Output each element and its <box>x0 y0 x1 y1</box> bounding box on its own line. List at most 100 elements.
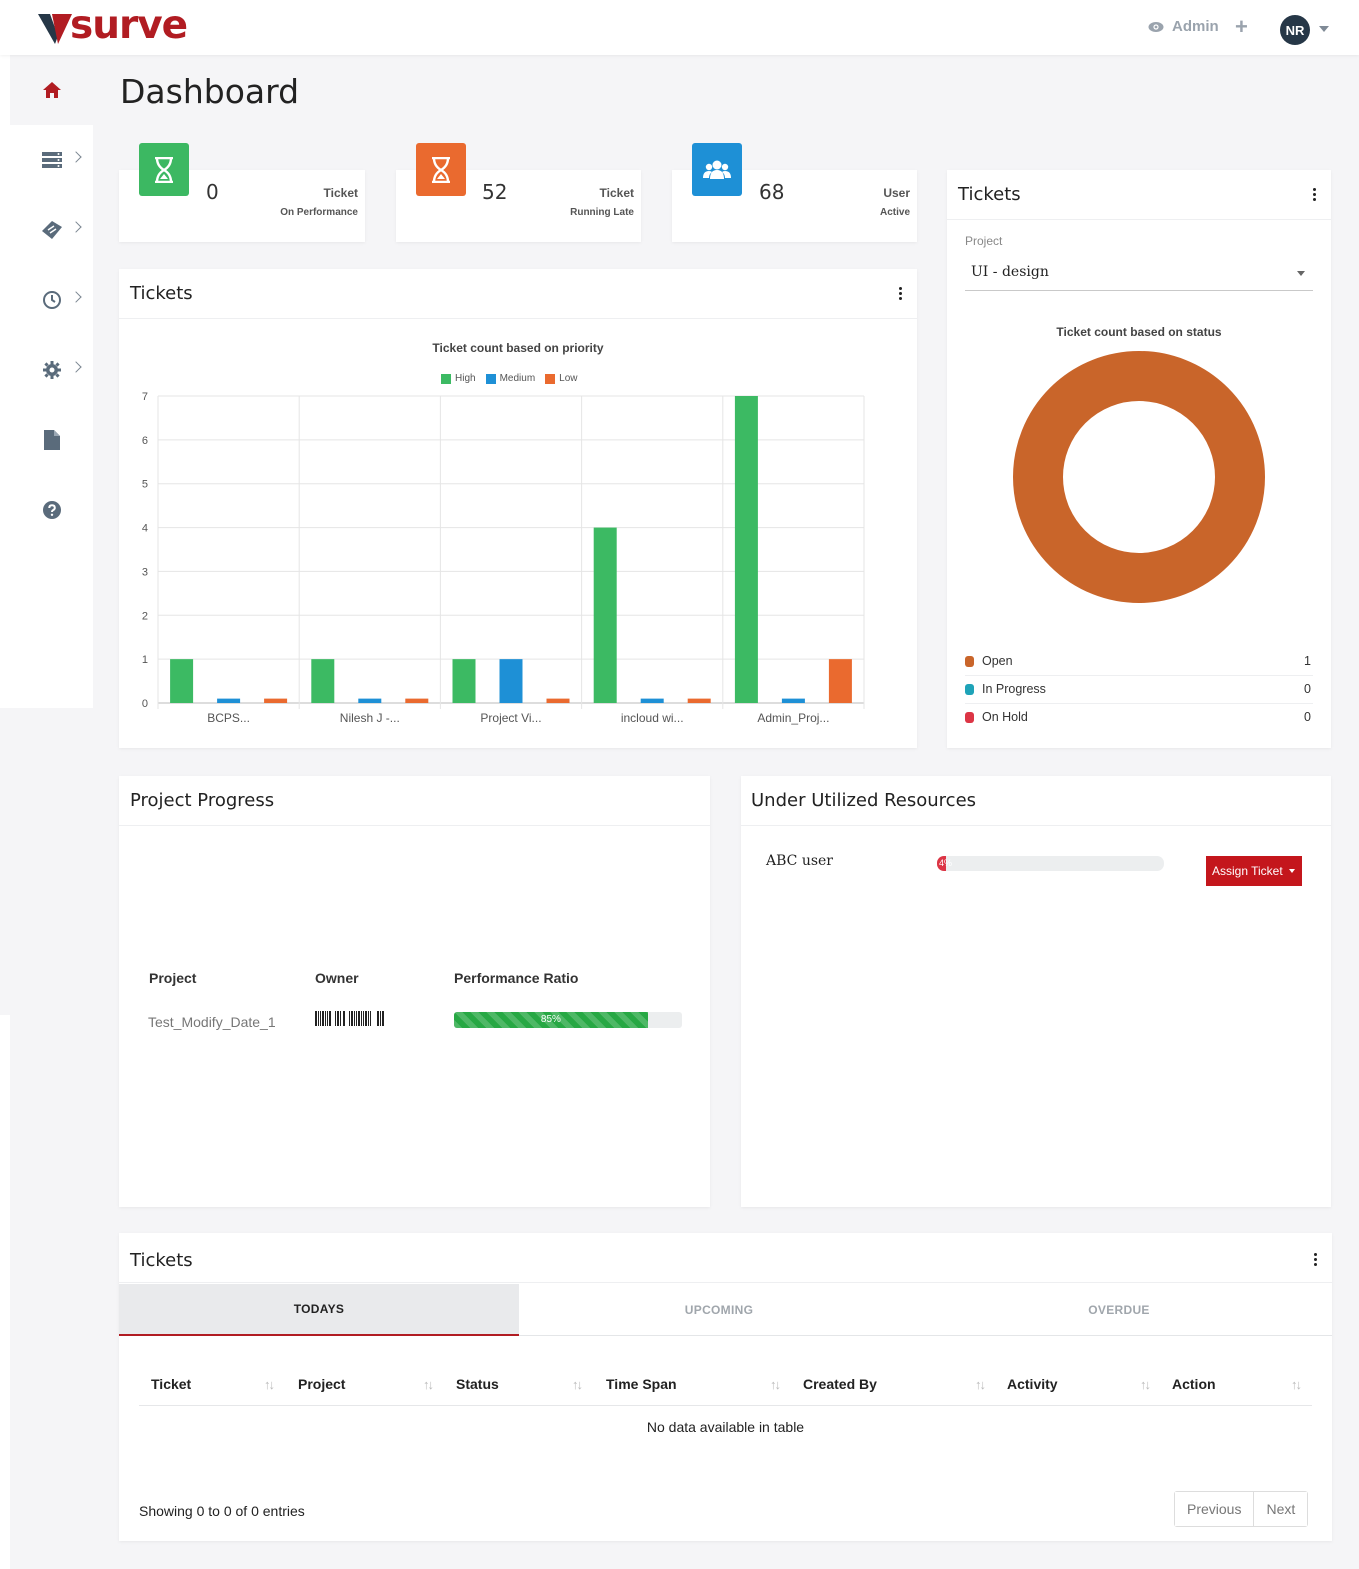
sidebar <box>0 55 93 708</box>
status-label: In Progress <box>982 682 1046 696</box>
column-header-status[interactable]: Status <box>456 1376 499 1392</box>
column-header-activity[interactable]: Activity <box>1007 1376 1058 1392</box>
avatar-caret-icon[interactable] <box>1319 26 1329 32</box>
bar-medium[interactable] <box>358 698 382 703</box>
card-title: Under Utilized Resources <box>751 790 977 811</box>
chevron-right-icon <box>70 361 82 373</box>
page-title: Dashboard <box>120 72 300 111</box>
status-row-open: Open 1 <box>965 648 1313 676</box>
x-tick-label: Nilesh J -... <box>340 711 400 725</box>
sidebar-item-help[interactable] <box>10 475 93 545</box>
bar-high[interactable] <box>734 396 758 703</box>
caret-down-icon <box>1288 869 1295 873</box>
tab-upcoming[interactable]: UPCOMING <box>684 1303 754 1317</box>
next-page-button[interactable]: Next <box>1253 1492 1308 1526</box>
stat-value: 0 <box>206 180 219 204</box>
more-options-icon[interactable] <box>1313 188 1317 202</box>
bar-medium[interactable] <box>217 698 241 703</box>
bar-high[interactable] <box>311 659 335 703</box>
clock-icon <box>41 289 63 311</box>
more-options-icon[interactable] <box>899 287 903 301</box>
card-title: Tickets <box>130 1250 193 1271</box>
tab-todays[interactable]: TODAYS <box>119 1284 519 1336</box>
sort-icon[interactable]: ↑↓ <box>1291 1377 1302 1392</box>
users-icon <box>703 160 731 179</box>
brand-name: surve <box>70 3 188 48</box>
admin-view-toggle[interactable]: Admin <box>1148 18 1219 35</box>
utilization-fill: 4% <box>937 856 952 871</box>
server-icon <box>41 149 63 171</box>
donut-slice-open[interactable] <box>1013 351 1265 603</box>
column-header-created-by[interactable]: Created By <box>803 1376 877 1392</box>
stat-icon-box <box>139 143 189 196</box>
column-header-ticket[interactable]: Ticket <box>151 1376 192 1392</box>
column-header-time-span[interactable]: Time Span <box>606 1376 677 1392</box>
bar-low[interactable] <box>546 698 570 703</box>
stat-card-running-late[interactable]: 52 Ticket Running Late <box>396 143 641 242</box>
more-options-icon[interactable] <box>1314 1253 1318 1267</box>
tab-overdue[interactable]: OVERDUE <box>1088 1303 1150 1317</box>
file-icon <box>41 429 63 451</box>
bar-high[interactable] <box>593 527 617 703</box>
stat-label: Ticket <box>599 186 634 200</box>
sidebar-item-settings[interactable] <box>10 335 93 405</box>
sidebar-item-tickets[interactable] <box>10 195 93 265</box>
x-tick-label: incloud wi... <box>621 711 684 725</box>
card-header: Tickets <box>119 269 917 319</box>
sort-icon[interactable]: ↑↓ <box>264 1377 275 1392</box>
bar-high[interactable] <box>170 659 194 703</box>
stat-card-active-users[interactable]: 68 User Active <box>672 143 917 242</box>
assign-ticket-label: Assign Ticket <box>1212 864 1283 878</box>
sort-icon[interactable]: ↑↓ <box>1140 1377 1151 1392</box>
sort-icon[interactable]: ↑↓ <box>975 1377 986 1392</box>
table-empty-message: No data available in table <box>646 1419 805 1435</box>
sort-icon[interactable]: ↑↓ <box>423 1377 434 1392</box>
bar-medium[interactable] <box>781 698 805 703</box>
brand-logo[interactable]: surve <box>38 3 188 50</box>
x-tick-label: Project Vi... <box>480 711 541 725</box>
column-header-project[interactable]: Project <box>298 1376 346 1392</box>
sidebar-item-documents[interactable] <box>10 405 93 475</box>
bar-low[interactable] <box>264 698 288 703</box>
sidebar-item-home[interactable] <box>10 55 93 125</box>
legend-high[interactable]: High <box>441 373 476 384</box>
stat-label: User <box>883 186 910 200</box>
bar-low[interactable] <box>405 698 429 703</box>
add-icon[interactable]: + <box>1235 14 1248 39</box>
sidebar-item-servers[interactable] <box>10 125 93 195</box>
y-tick-label: 3 <box>142 566 148 578</box>
pagination: Previous Next <box>1174 1491 1309 1527</box>
sort-icon[interactable]: ↑↓ <box>572 1377 583 1392</box>
bar-medium[interactable] <box>499 659 523 703</box>
top-bar: surve Admin + NR <box>0 0 1359 55</box>
logo-v-mark <box>38 14 72 44</box>
bar-high[interactable] <box>452 659 476 703</box>
stat-sublabel: On Performance <box>280 207 358 218</box>
bar-low[interactable] <box>687 698 711 703</box>
column-header-ratio: Performance Ratio <box>454 970 579 986</box>
hourglass-icon <box>432 156 450 183</box>
sort-icon[interactable]: ↑↓ <box>770 1377 781 1392</box>
status-swatch <box>965 712 974 723</box>
legend-low[interactable]: Low <box>545 373 578 384</box>
bar-low[interactable] <box>828 659 852 703</box>
stat-card-on-performance[interactable]: 0 Ticket On Performance <box>119 143 365 242</box>
bar-medium[interactable] <box>640 698 664 703</box>
status-row-in-progress: In Progress 0 <box>965 676 1313 704</box>
status-label: On Hold <box>982 710 1028 724</box>
project-name[interactable]: Test_Modify_Date_1 <box>148 1014 276 1030</box>
legend-label: High <box>455 373 476 384</box>
column-header-action[interactable]: Action <box>1172 1376 1216 1392</box>
chart-title: Ticket count based on priority <box>432 341 604 355</box>
stat-value: 68 <box>759 180 785 204</box>
owner-barcode <box>315 1011 384 1026</box>
sidebar-item-time[interactable] <box>10 265 93 335</box>
chart-title: Ticket count based on status <box>1056 325 1222 339</box>
previous-page-button[interactable]: Previous <box>1175 1492 1254 1526</box>
tickets-tabs: TODAYS UPCOMING OVERDUE <box>119 1284 1332 1336</box>
legend-medium[interactable]: Medium <box>485 373 535 384</box>
user-avatar[interactable]: NR <box>1280 15 1310 45</box>
stat-icon-box <box>416 143 466 196</box>
assign-ticket-button[interactable]: Assign Ticket <box>1206 856 1302 886</box>
project-select[interactable]: UI - design <box>965 258 1313 291</box>
